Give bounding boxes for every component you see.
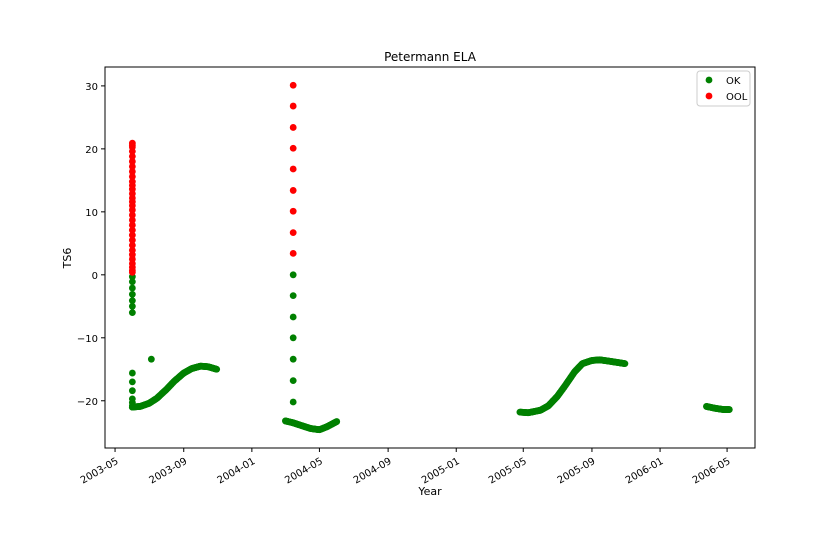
legend-marker-ool xyxy=(705,92,713,100)
series-ool-point xyxy=(128,211,136,219)
series-ool-point xyxy=(128,268,136,276)
series-ok-point xyxy=(128,403,136,411)
series-ok-point xyxy=(621,360,629,368)
x-axis-label: Year xyxy=(417,485,442,498)
series-ool-point xyxy=(128,173,136,180)
x-tick-label: 2004-01 xyxy=(216,456,258,486)
series-ok-point xyxy=(128,284,136,292)
series-ool-point xyxy=(289,187,297,194)
y-tick-label: −20 xyxy=(77,397,98,408)
legend-label-ool: OOL xyxy=(726,92,748,103)
series-ool-point xyxy=(289,102,297,110)
series-ok-point xyxy=(128,309,136,317)
series-ok-point xyxy=(289,292,297,299)
x-tick-label: 2005-09 xyxy=(556,456,598,486)
x-tick-label: 2003-09 xyxy=(148,456,190,486)
y-tick-label: −10 xyxy=(77,334,98,345)
series-ool-point xyxy=(289,144,297,152)
series-ool-point xyxy=(128,141,136,149)
series-ool-point xyxy=(289,165,297,173)
y-tick-label: 20 xyxy=(85,145,98,156)
series-ool-point xyxy=(289,81,297,89)
legend-label-ok: OK xyxy=(726,76,741,87)
series-ool-point xyxy=(289,250,297,257)
series-ok-point xyxy=(128,369,136,377)
series-ok-point xyxy=(289,271,297,279)
series-ool-point xyxy=(128,231,136,239)
series-ool-point xyxy=(128,163,136,170)
x-tick-label: 2003-05 xyxy=(79,456,121,486)
series-ok-point xyxy=(147,355,155,363)
y-tick-label: 0 xyxy=(92,271,98,282)
series-ok-point xyxy=(128,387,136,395)
series-ok-point xyxy=(289,398,297,406)
series-ok-point xyxy=(128,278,136,286)
series-ool-point xyxy=(289,124,297,131)
y-axis: −20 −10 0 10 20 30 xyxy=(77,82,105,408)
series-ool-point xyxy=(289,207,297,215)
y-tick-label: 10 xyxy=(85,208,98,219)
series-ok-point xyxy=(213,365,221,373)
y-axis-label: TS6 xyxy=(61,248,74,270)
x-tick-label: 2005-01 xyxy=(420,456,462,486)
series-ok-point xyxy=(128,290,136,298)
legend: OK OOL xyxy=(696,70,751,107)
series-ok-point xyxy=(333,418,341,425)
x-tick-label: 2006-05 xyxy=(691,456,733,486)
legend-marker-ok xyxy=(705,76,713,84)
y-tick-label: 30 xyxy=(85,82,98,93)
series-ok-point xyxy=(289,334,297,342)
series-ool-point xyxy=(128,153,136,160)
series-ok-point xyxy=(289,355,297,363)
series-ool-point xyxy=(128,168,136,175)
series-ool-point xyxy=(128,236,136,244)
series-ok-point xyxy=(289,313,297,321)
series-ool-point xyxy=(128,216,136,224)
series-ool-point xyxy=(128,221,136,229)
series-ok-point xyxy=(128,302,136,310)
series-ok-point xyxy=(128,378,136,386)
series-ok-point xyxy=(725,406,733,413)
axes-frame xyxy=(104,66,756,449)
x-tick-label: 2005-05 xyxy=(487,456,529,486)
series-ok-point xyxy=(128,297,136,305)
series-ool-point xyxy=(128,147,136,155)
plot-area xyxy=(128,81,733,434)
series-ool-point xyxy=(128,241,136,249)
series-ool-point xyxy=(128,158,136,165)
series-ool-point xyxy=(128,206,136,214)
series-ool-point xyxy=(128,226,136,234)
series-ool-point xyxy=(289,229,297,237)
x-tick-label: 2004-05 xyxy=(283,456,325,486)
chart-title: Petermann ELA xyxy=(384,50,477,64)
series-ok-point xyxy=(289,377,297,385)
x-tick-label: 2006-01 xyxy=(624,456,666,486)
x-tick-label: 2004-09 xyxy=(352,456,394,486)
x-axis: 2003-05 2003-09 2004-01 2004-05 2004-09 2005-… xyxy=(79,448,733,486)
